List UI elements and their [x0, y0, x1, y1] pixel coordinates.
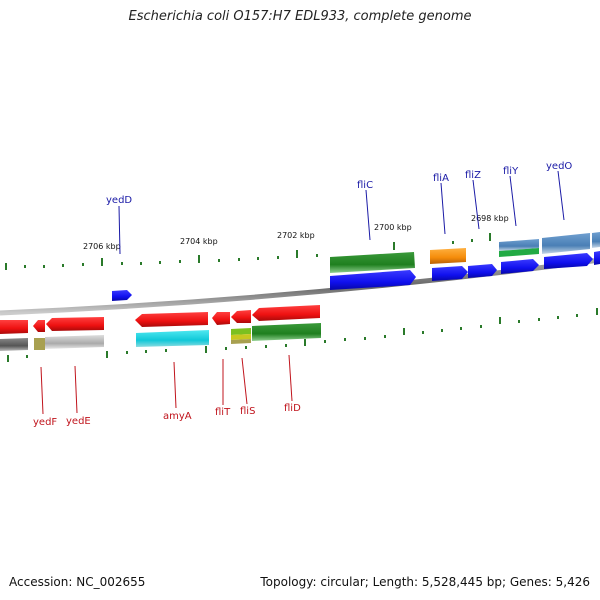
cds-reverse-yedF: [33, 320, 45, 332]
kbp-label-2702: 2702 kbp: [277, 231, 315, 240]
feature-orange-fliA: [430, 248, 466, 264]
gene-label-fliC: fliC: [357, 180, 373, 191]
feature-steel-yedO: [542, 233, 590, 254]
cds-forward-yedO: [544, 253, 593, 269]
gene-label-yedO: yedO: [546, 161, 572, 172]
gene-label-fliS: fliS: [240, 406, 255, 417]
feature-multicolor-fliS-mid: [231, 334, 251, 340]
feature-gray-yedE: [45, 335, 104, 349]
feature-cyan-amyA: [136, 330, 209, 347]
feature-multicolor-fliS-bot: [231, 339, 251, 344]
feature-steel-edge: [592, 232, 600, 248]
genome-title: Escherichia coli O157:H7 EDL933, complet…: [128, 9, 472, 24]
forward-strand-cds: [112, 251, 600, 301]
kbp-label-2704: 2704 kbp: [180, 237, 218, 246]
feature-multicolor-fliS-top: [231, 328, 251, 335]
outer-ticks: [5, 233, 491, 270]
gene-label-fliY: fliY: [503, 166, 519, 177]
cds-forward-fliA: [432, 266, 468, 281]
outer-feature-track: [330, 232, 600, 273]
accession-text: Accession: NC_002655: [9, 575, 146, 589]
cds-forward-yedD: [112, 290, 132, 301]
gene-label-yedF: yedF: [33, 417, 57, 428]
top-leader-lines: [118, 170, 565, 255]
cds-forward-fliZ: [468, 264, 497, 278]
inner-feature-track: [0, 323, 321, 351]
feature-steel-fliY: [499, 239, 539, 251]
bottom-leader-lines: [40, 354, 293, 415]
gene-label-yedE: yedE: [66, 416, 91, 427]
cds-reverse-fliT: [212, 312, 230, 325]
reverse-strand-cds: [0, 305, 320, 334]
feature-green-fliD: [252, 323, 321, 341]
gene-label-yedD: yedD: [106, 195, 132, 206]
gene-label-fliZ: fliZ: [465, 170, 481, 181]
feature-green-fliY: [499, 248, 539, 257]
feature-green-fliC: [330, 252, 415, 273]
cds-forward-edge: [594, 251, 600, 265]
inner-ticks: [7, 308, 598, 362]
genome-summary-text: Topology: circular; Length: 5,528,445 bp…: [260, 575, 590, 589]
kbp-label-2700: 2700 kbp: [374, 223, 412, 232]
kbp-label-2698: 2698 kbp: [471, 214, 509, 223]
cds-reverse-amyA: [135, 312, 208, 327]
gene-label-fliD: fliD: [284, 403, 301, 414]
feature-dark-edge: [0, 338, 28, 351]
gene-label-fliT: fliT: [215, 407, 231, 418]
cds-reverse-edge: [0, 320, 28, 334]
kbp-label-2706: 2706 kbp: [83, 242, 121, 251]
gene-label-amyA: amyA: [163, 411, 192, 422]
cds-forward-fliY: [501, 259, 539, 274]
cds-reverse-fliD: [252, 305, 320, 321]
cds-reverse-fliS: [231, 310, 251, 323]
cds-forward-fliC: [330, 270, 416, 290]
feature-olive-yedF: [34, 338, 45, 350]
gene-label-fliA: fliA: [433, 173, 449, 184]
cds-reverse-yedE: [46, 317, 104, 331]
